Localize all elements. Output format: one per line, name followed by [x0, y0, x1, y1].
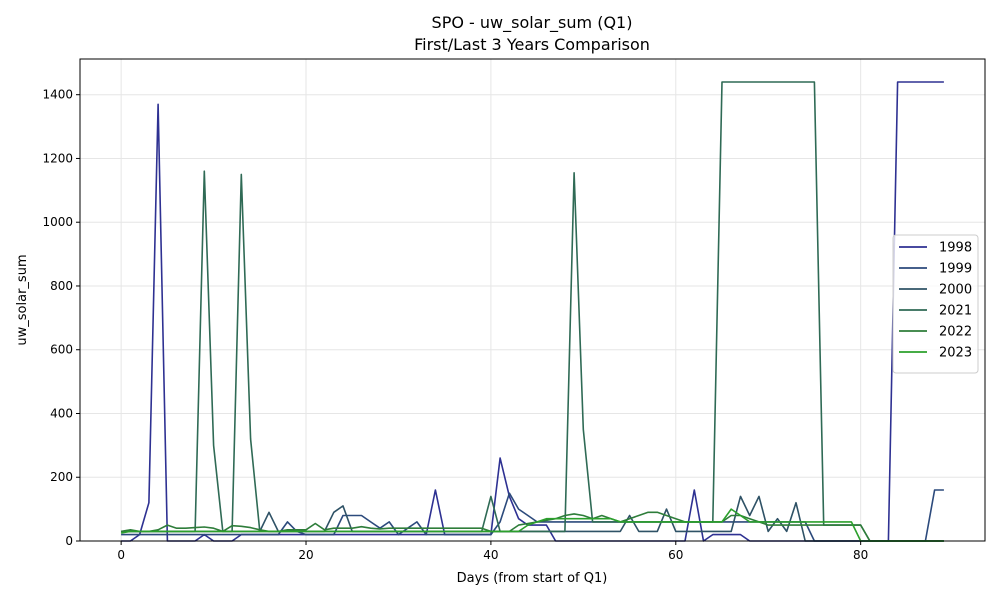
x-tick-label: 20 — [298, 548, 313, 562]
y-tick-label: 400 — [50, 406, 73, 420]
legend-label-2021: 2021 — [939, 304, 972, 319]
x-tick-label: 40 — [483, 548, 498, 562]
y-tick-label: 200 — [50, 470, 73, 484]
y-tick-label: 600 — [50, 343, 73, 357]
plot-area-frame — [79, 58, 986, 542]
y-tick-label: 1400 — [42, 88, 73, 102]
chart-title: SPO - uw_solar_sum (Q1) — [432, 13, 633, 33]
x-tick-label: 60 — [668, 548, 683, 562]
x-axis-ticks: 0 20 40 60 80 — [117, 541, 868, 562]
series-line-2021 — [121, 81, 944, 542]
chart-subtitle: First/Last 3 Years Comparison — [414, 35, 650, 54]
series-layer — [120, 81, 944, 542]
y-axis-label: uw_solar_sum — [15, 254, 30, 345]
legend-label-2023: 2023 — [939, 346, 972, 361]
series-line-2022 — [120, 511, 944, 542]
series-line-1998 — [121, 81, 944, 542]
legend-label-2022: 2022 — [939, 325, 972, 340]
legend-label-1998: 1998 — [939, 241, 972, 256]
y-tick-label: 800 — [50, 279, 73, 293]
legend: 1998 1999 2000 2021 2022 2023 — [892, 234, 979, 374]
y-tick-label: 0 — [65, 534, 73, 548]
legend-label-2000: 2000 — [939, 283, 972, 298]
x-axis-label: Days (from start of Q1) — [457, 571, 608, 586]
x-tick-label: 80 — [853, 548, 868, 562]
legend-box — [892, 234, 979, 374]
y-axis-ticks: 0 200 400 600 800 1000 1200 1400 — [42, 88, 80, 548]
x-tick-label: 0 — [117, 548, 125, 562]
y-tick-label: 1200 — [42, 151, 73, 165]
y-tick-label: 1000 — [42, 215, 73, 229]
legend-label-1999: 1999 — [939, 262, 972, 277]
series-line-2023 — [120, 508, 944, 542]
series-line-1999 — [121, 489, 944, 542]
